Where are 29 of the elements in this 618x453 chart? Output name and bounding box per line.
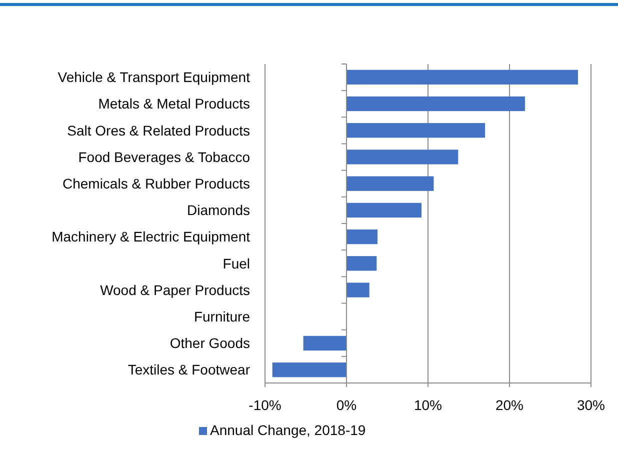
y-tick-label: Other Goods <box>170 335 250 352</box>
bar <box>346 282 370 298</box>
bar <box>346 229 378 244</box>
y-tick-label: Metals & Metal Products <box>98 96 250 112</box>
bar <box>346 70 578 84</box>
y-tick-label: Salt Ores & Related Products <box>67 122 250 138</box>
bar <box>303 336 346 351</box>
bar <box>272 362 346 378</box>
y-tick-label: Furniture <box>194 308 250 325</box>
bar <box>346 202 422 218</box>
y-tick-label: Chemicals & Rubber Products <box>62 175 250 192</box>
bar <box>346 96 525 112</box>
y-tick-label: Diamonds <box>186 202 250 218</box>
y-tick-label: Vehicle & Transport Equipment <box>58 69 250 86</box>
y-tick-label: Food Beverages & Tobacco <box>78 148 250 165</box>
bar <box>346 256 377 271</box>
y-tick-label: Machinery & Electric Equipment <box>52 228 250 245</box>
bar <box>346 123 486 138</box>
x-tick-label: -10% <box>248 397 282 413</box>
legend-label: Annual Change, 2018-19 <box>210 422 366 438</box>
bar <box>346 150 458 164</box>
x-tick-label: 30% <box>576 397 606 413</box>
y-tick-label: Wood & Paper Products <box>100 282 250 298</box>
x-tick-label: 10% <box>414 397 442 413</box>
x-tick-label: 0% <box>336 397 357 413</box>
y-tick-label: Fuel <box>222 255 250 272</box>
y-tick-label: Textiles & Footwear <box>128 362 250 378</box>
bar <box>346 176 434 191</box>
x-tick-label: 20% <box>495 397 524 413</box>
